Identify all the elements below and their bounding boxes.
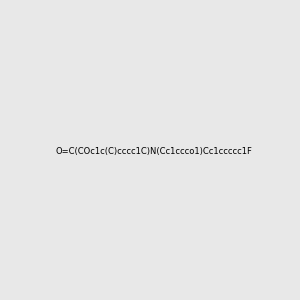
Text: O=C(COc1c(C)cccc1C)N(Cc1ccco1)Cc1ccccc1F: O=C(COc1c(C)cccc1C)N(Cc1ccco1)Cc1ccccc1F bbox=[55, 147, 252, 156]
